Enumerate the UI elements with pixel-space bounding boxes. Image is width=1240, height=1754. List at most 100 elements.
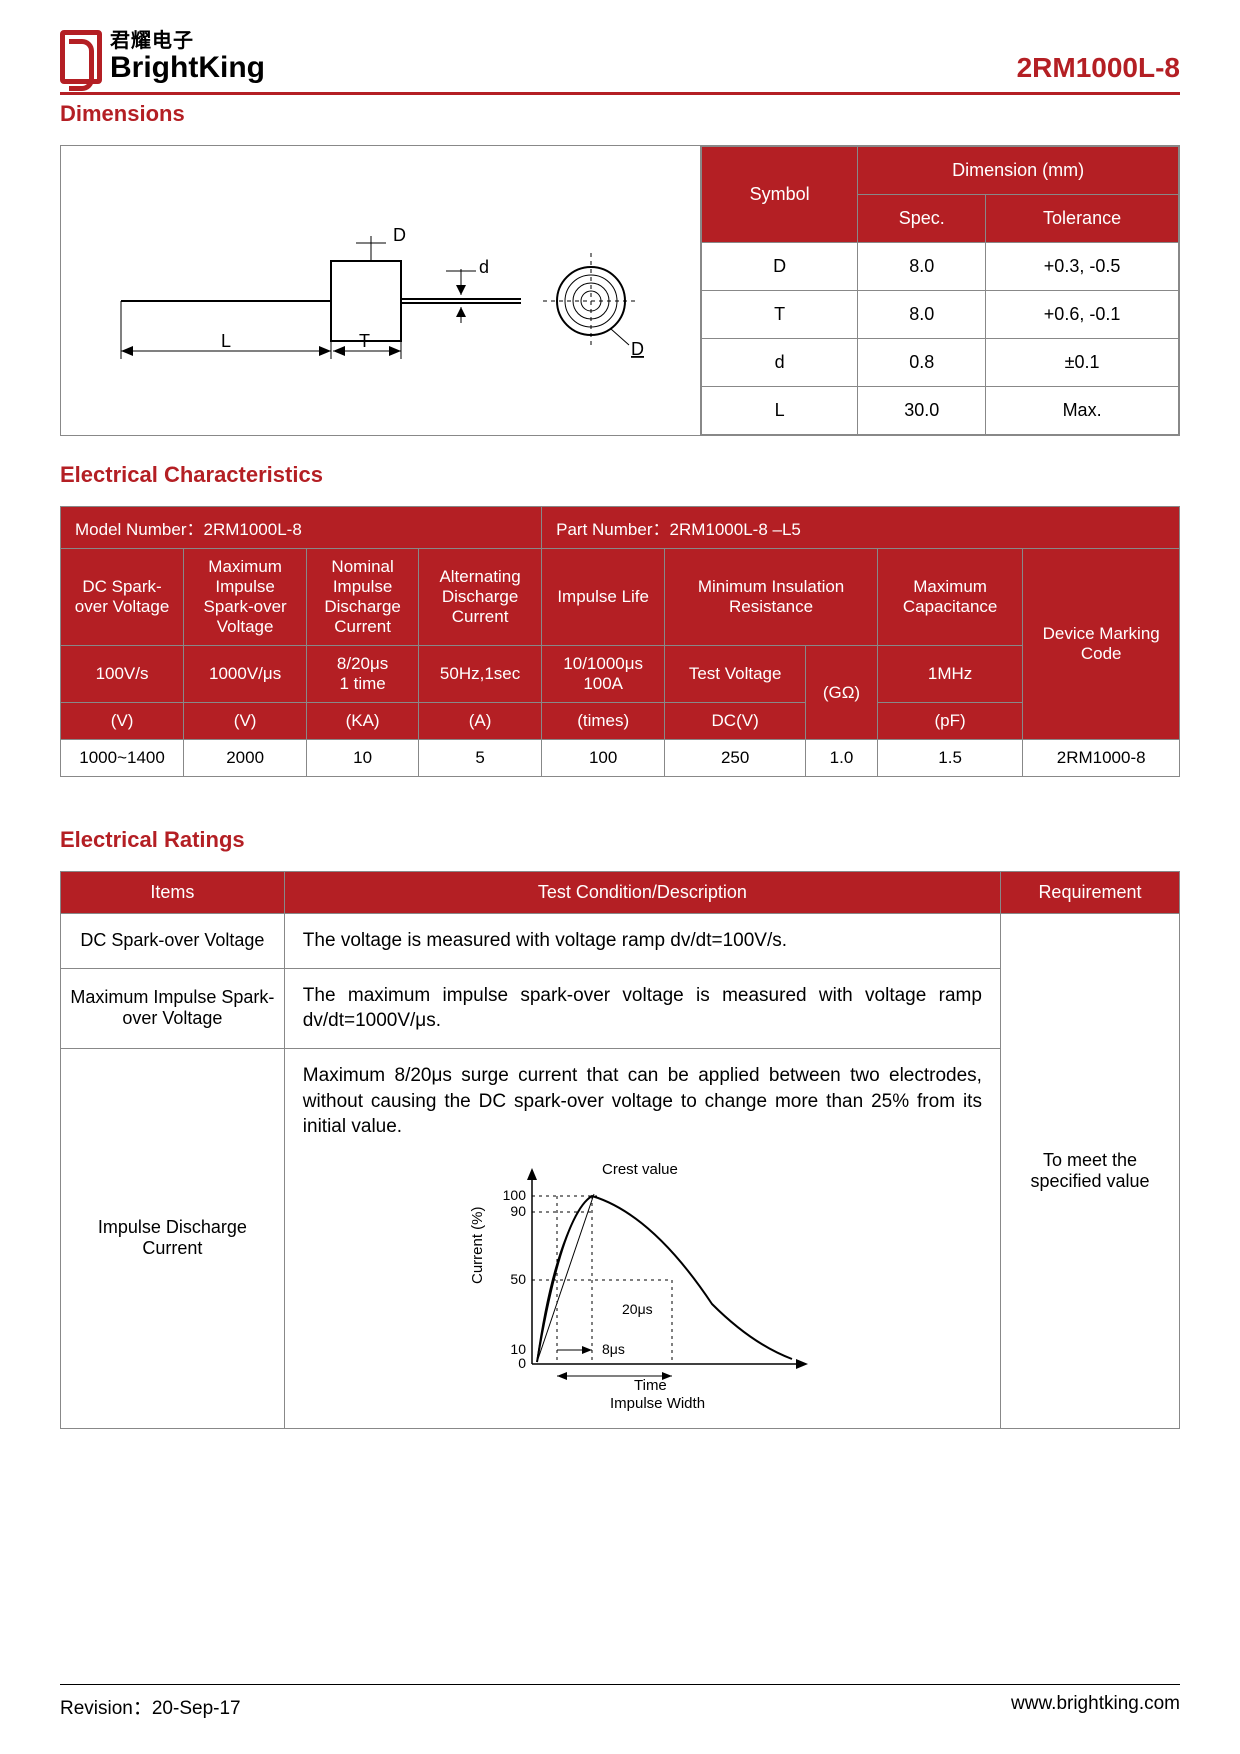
dim-col-spec: Spec. [858,195,986,243]
ec-h2: 100V/s [61,646,184,703]
dim-col-tol: Tolerance [986,195,1179,243]
ec-unit: (A) [419,703,542,740]
chart-ylabel: Current (%) [469,1206,486,1284]
ratings-item: DC Spark-over Voltage [61,914,285,969]
dimensions-table: Symbol Dimension (mm) Spec. Tolerance D … [701,146,1179,435]
ec-part-cell: Part Number：2RM1000L-8 –L5 [542,507,1180,549]
ec-val: 1000~1400 [61,740,184,777]
dim-tol: +0.6, -0.1 [986,291,1179,339]
chart-20us-label: 20μs [622,1301,653,1317]
dim-row: d 0.8 ±0.1 [702,339,1179,387]
ec-h1: Minimum Insulation Resistance [665,549,878,646]
ec-unit: (V) [184,703,307,740]
svg-text:T: T [359,331,370,351]
dim-row: L 30.0 Max. [702,387,1179,435]
section-title-elec-char: Electrical Characteristics [60,462,1180,488]
dim-symbol: T [702,291,858,339]
ec-val: 2000 [184,740,307,777]
ec-h1: Alternating Discharge Current [419,549,542,646]
chart-crest-label: Crest value [602,1161,678,1178]
dim-symbol: D [702,243,858,291]
chart-xlabel: Time [634,1377,667,1394]
ec-h1: Maximum Impulse Spark-over Voltage [184,549,307,646]
ratings-row: DC Spark-over Voltage The voltage is mea… [61,914,1180,969]
ec-h2: 10/1000μs 100A [542,646,665,703]
ratings-desc: The voltage is measured with voltage ram… [284,914,1000,969]
page-footer: Revision：20-Sep-17 www.brightking.com [60,1684,1180,1720]
chart-xlabel2: Impulse Width [610,1395,705,1412]
footer-url: www.brightking.com [1011,1693,1180,1720]
dim-tol: Max. [986,387,1179,435]
ec-val: 2RM1000-8 [1023,740,1180,777]
dim-spec: 0.8 [858,339,986,387]
svg-text:10: 10 [511,1341,527,1357]
ec-unit: (times) [542,703,665,740]
ec-unit: DC(V) [665,703,806,740]
svg-text:0: 0 [519,1355,527,1371]
ratings-col-cond: Test Condition/Description [284,872,1000,914]
dim-col-symbol: Symbol [702,147,858,243]
dim-spec: 8.0 [858,291,986,339]
dimension-diagram: D d L T [61,146,701,435]
impulse-waveform-chart: 0 10 50 90 100 [452,1154,832,1414]
svg-text:50: 50 [511,1271,527,1287]
ec-val: 1.0 [806,740,878,777]
ec-h1: Device Marking Code [1023,549,1180,740]
ratings-item: Impulse Discharge Current [61,1048,285,1428]
ec-unit: (pF) [877,703,1022,740]
ec-model-cell: Model Number：2RM1000L-8 [61,507,542,549]
ratings-desc-with-chart: Maximum 8/20μs surge current that can be… [284,1048,1000,1428]
ratings-col-req: Requirement [1000,872,1179,914]
ratings-desc: The maximum impulse spark-over voltage i… [284,968,1000,1048]
svg-text:100: 100 [503,1187,527,1203]
svg-text:90: 90 [511,1203,527,1219]
logo-en-text: BrightKing [110,52,265,84]
component-schematic-icon: D d L T [101,191,661,391]
ec-val: 10 [307,740,419,777]
header-rule [60,92,1180,95]
ec-val: 5 [419,740,542,777]
ec-h1: Maximum Capacitance [877,549,1022,646]
ec-h2: 1000V/μs [184,646,307,703]
ec-h1: DC Spark-over Voltage [61,549,184,646]
ratings-requirement: To meet the specified value [1000,914,1179,1429]
ratings-item: Maximum Impulse Spark-over Voltage [61,968,285,1048]
page-part-number: 2RM1000L-8 [1017,52,1180,84]
footer-revision: Revision：20-Sep-17 [60,1693,241,1720]
ec-h2: Test Voltage [665,646,806,703]
dim-symbol: d [702,339,858,387]
ratings-desc-text: Maximum 8/20μs surge current that can be… [303,1065,982,1137]
ec-h2: (GΩ) [806,646,878,740]
svg-text:L: L [221,331,231,351]
dim-row: D 8.0 +0.3, -0.5 [702,243,1179,291]
ec-unit: (KA) [307,703,419,740]
ec-h1: Nominal Impulse Discharge Current [307,549,419,646]
dim-col-dimension: Dimension (mm) [858,147,1179,195]
dim-tol: +0.3, -0.5 [986,243,1179,291]
ratings-col-items: Items [61,872,285,914]
logo-cn-text: 君耀电子 [110,31,265,52]
electrical-ratings-table: Items Test Condition/Description Require… [60,871,1180,1429]
chart-8us-label: 8μs [602,1341,625,1357]
svg-text:D: D [393,225,406,245]
dim-row: T 8.0 +0.6, -0.1 [702,291,1179,339]
dimensions-block: D d L T [60,145,1180,436]
svg-text:d: d [479,257,489,277]
ec-h1: Impulse Life [542,549,665,646]
section-title-dimensions: Dimensions [60,101,1180,127]
ec-val: 100 [542,740,665,777]
electrical-characteristics-table: Model Number：2RM1000L-8Part Number：2RM10… [60,506,1180,777]
ec-h2: 50Hz,1sec [419,646,542,703]
dim-spec: 30.0 [858,387,986,435]
dim-symbol: L [702,387,858,435]
ec-val: 250 [665,740,806,777]
section-title-elec-ratings: Electrical Ratings [60,827,1180,853]
brand-logo: 君耀电子 BrightKing [60,30,265,84]
svg-text:D: D [631,339,644,359]
logo-mark-icon [60,30,102,84]
ec-h2: 8/20μs 1 time [307,646,419,703]
ec-h2: 1MHz [877,646,1022,703]
ec-unit: (V) [61,703,184,740]
dim-spec: 8.0 [858,243,986,291]
dim-tol: ±0.1 [986,339,1179,387]
